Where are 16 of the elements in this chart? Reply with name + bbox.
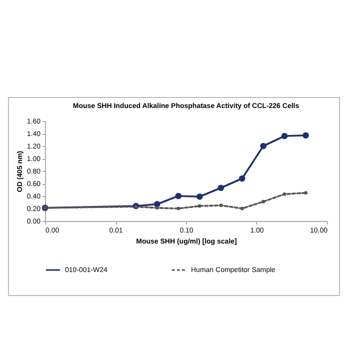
point: [282, 192, 286, 196]
point: [238, 175, 246, 182]
point: [262, 200, 266, 204]
point: [219, 204, 223, 208]
point: [175, 192, 182, 200]
point: [196, 193, 203, 200]
point: [304, 191, 308, 195]
point: [281, 132, 288, 140]
point: [218, 184, 224, 192]
point: [302, 132, 309, 139]
point: [154, 200, 160, 208]
point: [240, 206, 244, 210]
point: [260, 142, 266, 150]
point: [155, 206, 159, 210]
point: [176, 206, 180, 210]
point: [198, 204, 202, 208]
